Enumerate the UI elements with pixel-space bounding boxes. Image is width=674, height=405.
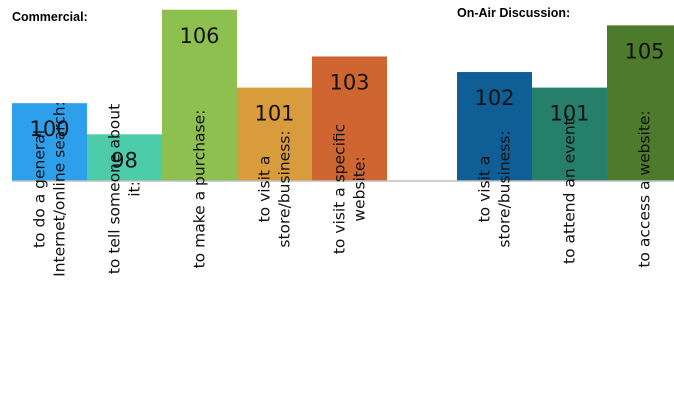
bar [532,87,607,181]
category-label-line: to visit a specific [331,124,349,254]
category-label-line: Internet/online search: [51,101,69,277]
category-label: to visit a store/business: [476,130,514,247]
category-label-line: to tell someone about [106,104,124,274]
category-label: to visit a specific website: [331,124,369,254]
group-title-commercial: Commercial: [12,10,88,24]
data-label: 102 [474,86,514,110]
bars: 100 98 106 101 103 102 101 105 [12,9,674,182]
category-label-line: store/business: [496,130,514,247]
category-label: to make a purchase: [191,110,209,269]
data-label: 105 [624,39,664,63]
data-label: 103 [329,70,369,94]
data-label: 106 [179,24,219,48]
bar [312,56,387,182]
bar [162,9,237,182]
category-label-line: to do a general [31,130,49,248]
bar [87,134,162,181]
category-label-line: to visit a [256,156,274,223]
bar [457,72,532,181]
data-label: 98 [111,148,138,172]
category-label-line: to attend an event: [561,114,579,264]
category-labels: to do a general Internet/online search: to… [31,101,654,277]
data-label: 101 [254,102,294,126]
category-label: to do a general Internet/online search: [31,101,69,277]
category-label-line: to make a purchase: [191,110,209,269]
category-label-line: website: [351,156,369,221]
category-label: to attend an event: [561,114,579,264]
category-label: to tell someone about it: [106,104,144,274]
bar [12,103,87,181]
data-label: 101 [549,102,589,126]
group-title-on-air-discussion: On-Air Discussion: [457,6,570,20]
category-label-line: to visit a [476,156,494,223]
bar [237,87,312,181]
category-label-line: to access a website: [636,110,654,267]
bar [607,25,674,182]
category-label-line: it: [126,181,144,197]
category-label-line: store/business: [276,130,294,247]
category-label: to visit a store/business: [256,130,294,247]
category-label: to access a website: [636,110,654,267]
data-label: 100 [29,117,69,141]
